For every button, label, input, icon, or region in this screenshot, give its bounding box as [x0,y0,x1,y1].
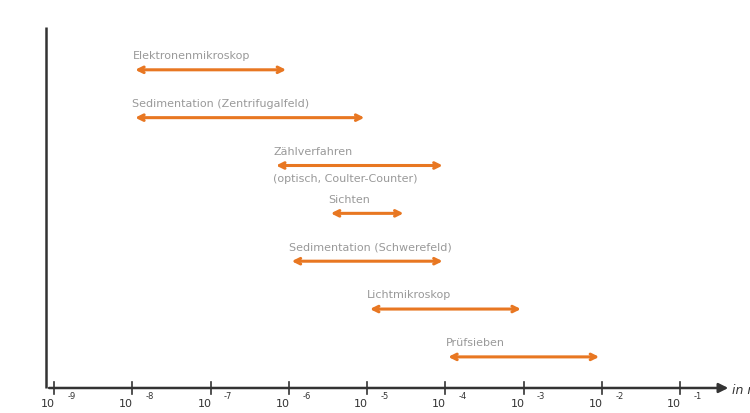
Text: -9: -9 [68,392,76,401]
Text: -3: -3 [537,392,545,401]
Text: 10: 10 [354,399,368,408]
Text: Sedimentation (Zentrifugalfeld): Sedimentation (Zentrifugalfeld) [133,99,310,109]
Text: 10: 10 [589,399,603,408]
Text: Sichten: Sichten [328,195,370,205]
Text: 10: 10 [40,399,55,408]
Text: -7: -7 [224,392,232,401]
Text: 10: 10 [432,399,446,408]
Text: 10: 10 [119,399,134,408]
Text: Lichtmikroskop: Lichtmikroskop [368,290,452,300]
Text: -2: -2 [615,392,623,401]
Text: Sedimentation (Schwerefeld): Sedimentation (Schwerefeld) [289,242,452,253]
Text: Zählverfahren: Zählverfahren [273,147,352,157]
Text: -5: -5 [380,392,388,401]
Text: -1: -1 [694,392,702,401]
Text: -8: -8 [146,392,154,401]
Text: 10: 10 [667,399,681,408]
Text: 10: 10 [197,399,211,408]
Text: in m: in m [732,384,750,397]
Text: Prüfsieben: Prüfsieben [446,338,505,348]
Text: -4: -4 [459,392,467,401]
Text: 10: 10 [276,399,290,408]
Text: -6: -6 [302,392,310,401]
Text: 10: 10 [511,399,524,408]
Text: (optisch, Coulter-Counter): (optisch, Coulter-Counter) [273,174,418,184]
Text: Elektronenmikroskop: Elektronenmikroskop [133,51,250,61]
